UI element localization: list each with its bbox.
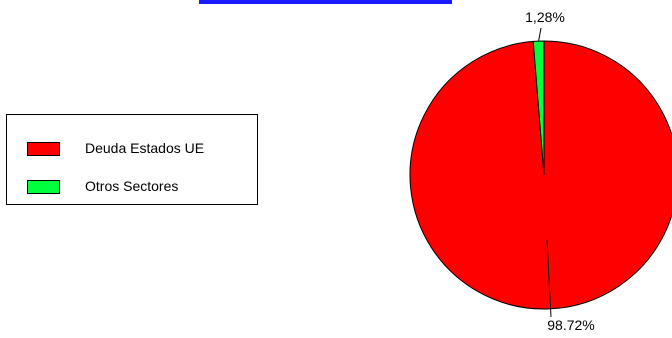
legend-label-otros: Otros Sectores xyxy=(85,178,179,194)
legend-swatch-otros xyxy=(27,180,60,194)
legend: Deuda Estados UE Otros Sectores xyxy=(6,114,258,205)
pie-slice-deuda xyxy=(409,40,672,310)
leader-line-otros xyxy=(538,27,542,42)
title-bar-edge xyxy=(199,0,452,4)
legend-label-deuda: Deuda Estados UE xyxy=(85,140,205,156)
leader-line-deuda xyxy=(546,239,552,318)
legend-swatch-deuda xyxy=(27,142,60,156)
data-label-deuda: 98.72% xyxy=(547,317,594,333)
data-label-otros: 1,28% xyxy=(525,9,565,25)
